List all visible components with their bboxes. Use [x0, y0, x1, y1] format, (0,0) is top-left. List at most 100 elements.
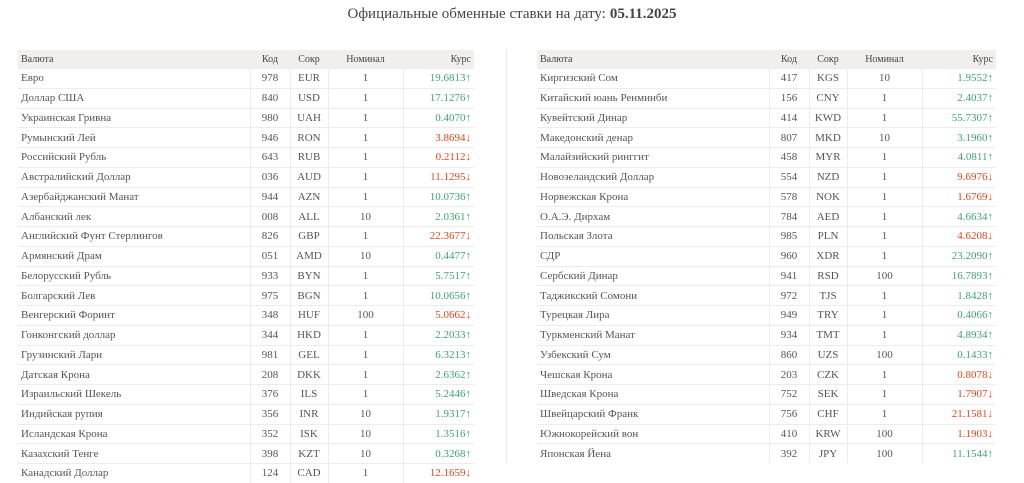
table-row: Кувейтский Динар 414 KWD 1 55.7307↑: [537, 107, 996, 128]
table-row: Украинская Гривна 980 UAH 1 0.4070↑: [18, 107, 474, 128]
currency-code: 008: [249, 206, 290, 227]
currency-name: Сербский Динар: [537, 265, 769, 286]
rate: 0.4070↑: [402, 107, 474, 128]
currency-name: Новозеландский Доллар: [537, 166, 769, 187]
currency-abbr: GEL: [289, 344, 328, 365]
currency-name: Албанский лек: [18, 206, 250, 227]
column-header: Сокр: [290, 50, 328, 69]
currency-abbr: KRW: [808, 423, 847, 444]
column-header: Курс: [922, 50, 996, 69]
currency-abbr: SEK: [808, 384, 847, 405]
rate: 19.6813↑: [402, 68, 474, 89]
table-row: Южнокорейский вон 410 KRW 100 1.1903↓: [537, 423, 996, 444]
currency-abbr: HKD: [289, 324, 328, 345]
table-row: Шведская Крона 752 SEK 1 1.7907↓: [537, 384, 996, 405]
nominal: 10: [327, 423, 403, 444]
title-date: 05.11.2025: [609, 6, 677, 22]
rate: 0.4066↑: [921, 305, 996, 326]
currency-code: 410: [768, 423, 809, 444]
currency-abbr: INR: [289, 403, 328, 424]
nominal: 1: [846, 403, 922, 424]
column-header: Код: [250, 50, 290, 69]
currency-name: Кувейтский Динар: [537, 107, 769, 128]
currency-name: Малайзийский ринггит: [537, 147, 769, 168]
currency-name: Японская Йена: [537, 443, 769, 463]
currency-abbr: ISK: [289, 423, 328, 444]
table-row: Японская Йена 392 JPY 100 11.1544↑: [537, 443, 996, 463]
currency-code: 980: [249, 107, 290, 128]
table-row: Болгарский Лев 975 BGN 1 10.0656↑: [18, 285, 474, 306]
nominal: 1: [327, 364, 403, 385]
currency-code: 933: [249, 265, 290, 286]
table-row: Чешская Крона 203 CZK 1 0.8078↓: [537, 364, 996, 385]
currency-name: Норвежская Крона: [537, 186, 769, 207]
currency-name: Гонконгский доллар: [18, 324, 250, 345]
table-row: Английский Фунт Стерлингов 826 GBP 1 22.3677…: [18, 226, 474, 247]
currency-code: 972: [768, 285, 809, 306]
currency-abbr: TRY: [808, 305, 847, 326]
currency-name: Польская Злота: [537, 226, 769, 247]
currency-code: 392: [768, 443, 809, 463]
currency-code: 941: [768, 265, 809, 286]
currency-abbr: UAH: [289, 107, 328, 128]
table-row: Киргизский Сом 417 KGS 10 1.9552↑: [537, 68, 996, 89]
table-row: СДР 960 XDR 1 23.2090↑: [537, 245, 996, 266]
currency-name: Чешская Крона: [537, 364, 769, 385]
rate: 1.8428↑: [921, 285, 996, 306]
currency-name: Туркменский Манат: [537, 324, 769, 345]
table-row: Узбекский Сум 860 UZS 100 0.1433↑: [537, 344, 996, 365]
currency-abbr: RSD: [808, 265, 847, 286]
rate: 1.9317↑: [402, 403, 474, 424]
nominal: 10: [327, 206, 403, 227]
nominal: 1: [327, 384, 403, 405]
currency-name: Швейцарский Франк: [537, 403, 769, 424]
table-row: Албанский лек 008 ALL 10 2.0361↑: [18, 206, 474, 227]
rate: 3.8694↓: [402, 127, 474, 148]
currency-code: 807: [768, 127, 809, 148]
nominal: 10: [327, 403, 403, 424]
nominal: 10: [846, 68, 922, 89]
nominal: 1: [327, 107, 403, 128]
nominal: 100: [846, 423, 922, 444]
currency-code: 578: [768, 186, 809, 207]
page: Официальные обменные ставки на дату: 05.1…: [18, 6, 996, 483]
currency-name: Киргизский Сом: [537, 68, 769, 89]
currency-abbr: KWD: [808, 107, 847, 128]
table-row: Доллар США 840 USD 1 17.1276↑: [18, 87, 474, 108]
currency-code: 352: [249, 423, 290, 444]
header-row: Валюта Код Сокр Номинал Курс: [18, 50, 474, 69]
currency-code: 826: [249, 226, 290, 247]
rate: 10.0656↑: [402, 285, 474, 306]
rate: 2.6362↑: [402, 364, 474, 385]
nominal: 100: [846, 265, 922, 286]
table-row: Индийская рупия 356 INR 10 1.9317↑: [18, 403, 474, 424]
currency-code: 203: [768, 364, 809, 385]
currency-name: Исландская Крона: [18, 423, 250, 444]
rate: 1.9552↑: [921, 68, 996, 89]
nominal: 1: [327, 226, 403, 247]
column-header: Валюта: [18, 50, 250, 69]
nominal: 1: [327, 68, 403, 89]
currency-abbr: RUB: [289, 147, 328, 168]
nominal: 1: [327, 186, 403, 207]
currency-name: Узбекский Сум: [537, 344, 769, 365]
rate: 4.8934↑: [921, 324, 996, 345]
nominal: 1: [846, 186, 922, 207]
table-row: Австралийский Доллар 036 AUD 1 11.1295↓: [18, 166, 474, 187]
rate: 0.8078↓: [921, 364, 996, 385]
nominal: 1: [327, 127, 403, 148]
currency-name: Венгерский Форинт: [18, 305, 250, 326]
currency-abbr: CAD: [289, 462, 328, 483]
rate: 11.1295↓: [402, 166, 474, 187]
currency-name: Евро: [18, 68, 250, 89]
currency-code: 036: [249, 166, 290, 187]
currency-name: Азербайджанский Манат: [18, 186, 250, 207]
nominal: 1: [846, 107, 922, 128]
currency-code: 784: [768, 206, 809, 227]
table-row: Македонский денар 807 MKD 10 3.1960↑: [537, 127, 996, 148]
currency-name: Грузинский Лари: [18, 344, 250, 365]
currency-abbr: MKD: [808, 127, 847, 148]
rate: 5.0662↓: [402, 305, 474, 326]
column-header: Сокр: [809, 50, 847, 69]
nominal: 1: [846, 147, 922, 168]
